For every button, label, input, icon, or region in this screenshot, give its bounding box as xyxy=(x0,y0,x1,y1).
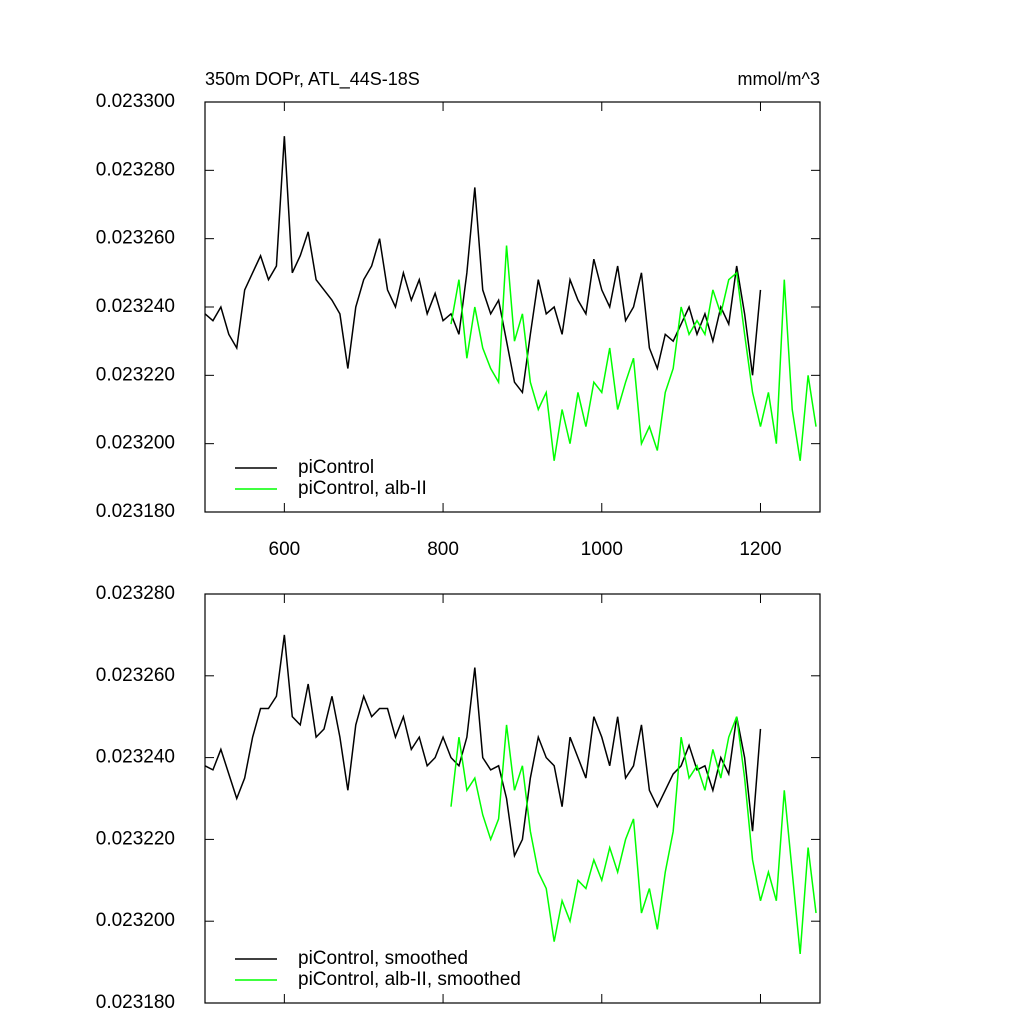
y-tick-label: 0.023240 xyxy=(96,296,175,317)
legend-label: piControl, alb-II, smoothed xyxy=(298,969,521,990)
y-tick-label: 0.023220 xyxy=(96,828,175,849)
y-tick-label: 0.023280 xyxy=(96,583,175,604)
plot-frame xyxy=(204,101,821,513)
units-label: mmol/m^3 xyxy=(738,69,820,89)
y-tick-label: 0.023280 xyxy=(96,159,175,180)
x-tick-label: 600 xyxy=(269,539,301,560)
plot-frame xyxy=(204,593,821,1004)
y-tick-label: 0.023200 xyxy=(96,433,175,454)
y-tick-label: 0.023200 xyxy=(96,910,175,931)
legend-label: piControl, smoothed xyxy=(298,948,468,969)
series-line xyxy=(204,136,762,395)
series-line xyxy=(204,634,762,859)
y-tick-label: 0.023180 xyxy=(96,992,175,1013)
series-line xyxy=(450,716,817,954)
y-tick-label: 0.023260 xyxy=(96,665,175,686)
y-tick-label: 0.023260 xyxy=(96,228,175,249)
chart-title: 350m DOPr, ATL_44S-18S xyxy=(205,69,420,90)
x-tick-label: 1000 xyxy=(581,539,623,560)
y-tick-label: 0.023300 xyxy=(96,91,175,112)
x-tick-label: 800 xyxy=(427,539,459,560)
legend-label: piControl xyxy=(298,457,374,478)
series-line xyxy=(450,245,817,461)
x-tick-label: 1200 xyxy=(739,539,781,560)
y-tick-label: 0.023240 xyxy=(96,747,175,768)
legend-label: piControl, alb-II xyxy=(298,478,427,499)
y-tick-label: 0.023220 xyxy=(96,364,175,385)
y-tick-label: 0.023180 xyxy=(96,501,175,522)
